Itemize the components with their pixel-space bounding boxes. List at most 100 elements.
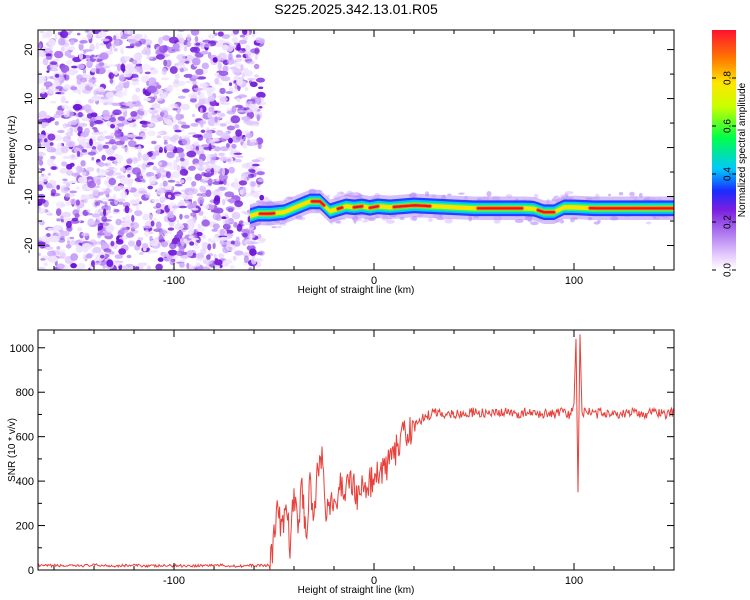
noise-blob [41,143,48,147]
noise-blob [186,33,191,42]
noise-blob [180,124,191,129]
noise-blob [77,90,81,95]
noise-blob [201,242,209,250]
noise-blob [167,179,176,183]
noise-blob [50,192,56,197]
noise-blob [137,262,146,268]
noise-blob [249,233,253,241]
noise-blob [157,257,164,262]
noise-blob [218,70,229,77]
noise-blob [91,131,99,136]
noise-blob [81,149,88,153]
noise-blob [175,64,184,69]
noise-blob [171,171,181,179]
noise-blob [146,265,151,270]
noise-blob [169,136,178,142]
ridge-halo [444,217,453,224]
noise-blob [208,93,213,96]
noise-blob [216,110,222,115]
noise-blob [188,165,196,171]
noise-blob [41,52,48,58]
noise-blob [146,171,155,177]
noise-blob [100,169,110,173]
noise-blob [176,230,184,237]
noise-blob [128,240,135,247]
noise-blob [158,161,163,166]
noise-blob [142,225,153,229]
noise-blob [44,138,48,143]
noise-blob [132,157,139,164]
noise-blob [76,165,83,174]
noise-blob [200,129,206,133]
noise-blob [244,57,253,64]
noise-blob [54,225,63,231]
noise-blob [235,236,240,243]
noise-blob [248,173,254,179]
noise-blob [46,70,50,73]
noise-blob [160,110,169,118]
noise-blob [64,193,70,198]
noise-blob [183,238,188,243]
noise-blob [234,42,238,45]
noise-blob [103,248,112,253]
noise-blob [150,67,155,71]
noise-blob [248,192,257,196]
noise-blob [61,145,69,154]
noise-blob [131,94,139,102]
noise-blob [65,243,72,249]
noise-blob [180,259,187,262]
noise-blob [52,115,61,119]
spectrogram-plot-area [38,30,674,270]
noise-blob [40,122,50,127]
noise-blob [226,243,236,252]
ridge-yellow [250,199,674,219]
noise-blob [46,30,53,38]
noise-blob [65,131,74,137]
noise-blob [179,157,185,162]
noise-blob [206,254,211,260]
noise-blob [201,266,211,270]
noise-blob [68,68,76,76]
noise-blob [188,219,193,228]
noise-blob [162,135,171,140]
ridge-halo [264,196,269,203]
noise-blob [219,191,223,198]
noise-blob [167,249,178,256]
noise-blob [249,248,257,256]
noise-blob [167,213,175,219]
noise-blob [111,145,118,150]
noise-blob [187,132,197,135]
noise-blob [205,189,212,197]
noise-blob [258,237,266,244]
noise-blob [203,177,210,181]
noise-blob [210,167,215,176]
noise-blob [243,120,253,124]
ridge-halo [608,193,611,197]
noise-blob [243,67,249,72]
noise-blob [204,43,211,48]
noise-blob [189,241,195,246]
noise-blob [256,91,266,99]
noise-blob [88,79,97,83]
noise-blob [162,91,167,95]
y-tick-label: 800 [16,387,34,399]
noise-blob [217,31,224,37]
noise-blob [234,250,244,256]
noise-blob [214,116,218,123]
noise-blob [86,32,93,40]
ridge-halo [618,191,624,196]
noise-blob [124,56,131,61]
noise-blob [242,142,248,149]
noise-blob [157,172,162,179]
noise-blob [149,239,159,247]
noise-blob [78,52,84,60]
noise-blob [91,260,95,267]
noise-blob [222,65,229,73]
noise-blob [166,151,175,159]
noise-blob [190,207,199,211]
noise-blob [44,115,51,119]
noise-blob [255,97,262,105]
noise-blob [98,191,104,196]
noise-blob [159,230,168,234]
ridge-halo [447,193,452,196]
